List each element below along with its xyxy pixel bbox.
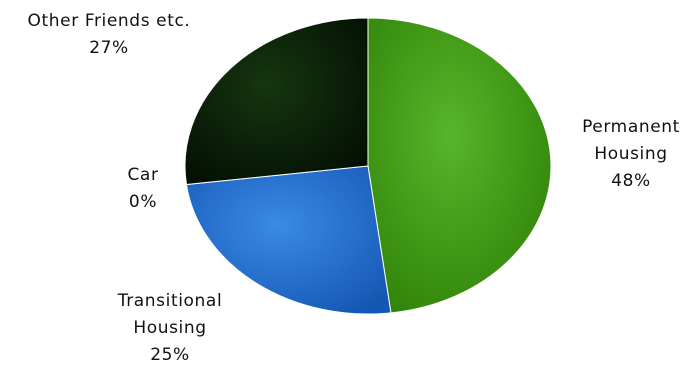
pie-label-percent: 0% xyxy=(129,192,157,212)
pie-label-percent: 48% xyxy=(611,171,651,191)
pie-label-line: Car xyxy=(127,165,158,185)
pie-slices xyxy=(184,17,552,315)
pie-label-permanent-housing: Permanent Housing 48% xyxy=(582,117,680,191)
pie-labels: Permanent Housing 48% Transitional Housing 25… xyxy=(28,11,680,365)
pie-label-other-friends-etc: Other Friends etc. 27% xyxy=(28,11,191,58)
pie-label-line: Other Friends etc. xyxy=(28,11,191,31)
pie-label-line: Transitional xyxy=(117,291,223,311)
pie-slice-permanent-housing xyxy=(367,17,552,314)
pie-label-percent: 27% xyxy=(89,38,129,58)
pie-label-line: Permanent xyxy=(582,117,680,137)
pie-label-line: Housing xyxy=(594,144,667,164)
pie-label-transitional-housing: Transitional Housing 25% xyxy=(117,291,223,365)
pie-label-percent: 25% xyxy=(150,345,190,365)
pie-slice-transitional-housing xyxy=(185,165,392,315)
pie-slice-other-friends-etc xyxy=(184,17,369,186)
pie-label-car: Car 0% xyxy=(127,165,158,212)
pie-label-line: Housing xyxy=(133,318,206,338)
